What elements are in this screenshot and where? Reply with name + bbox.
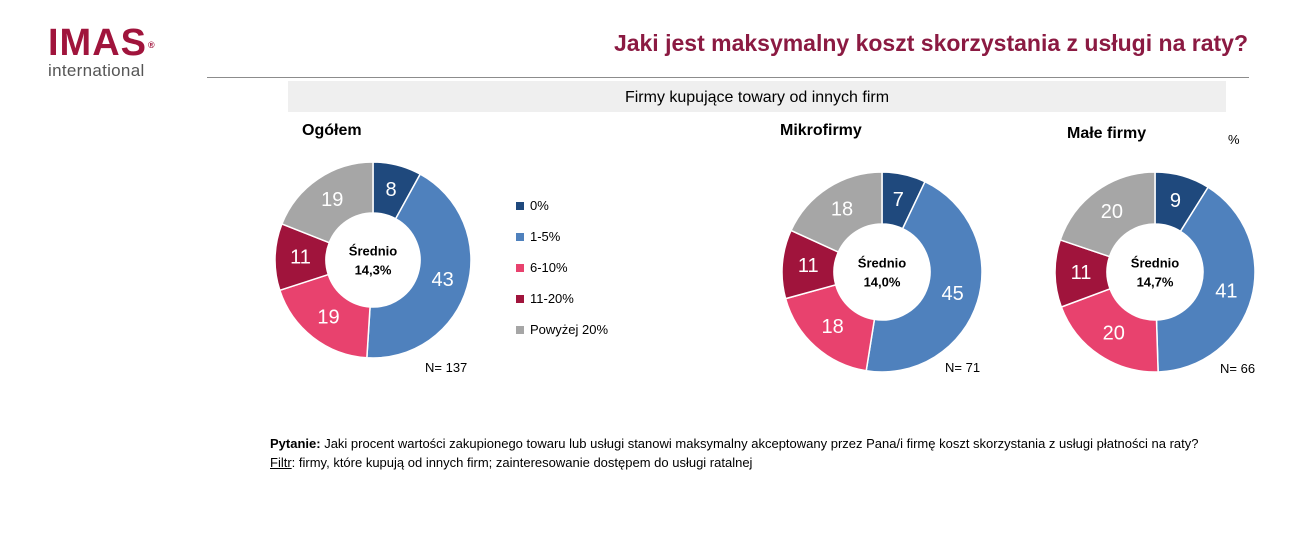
- legend-label: 0%: [530, 198, 549, 213]
- data-label-powy-ej-20: 20: [1101, 201, 1123, 223]
- legend-swatch: [516, 325, 524, 334]
- center-label: Średnio: [1131, 256, 1179, 271]
- donut-chart-mikrofirmy: 7 45 18 11 18 Średnio 14,0%: [781, 171, 983, 373]
- slice-powy-ej-20: [1059, 171, 1156, 258]
- legend-label: 6-10%: [530, 260, 568, 275]
- logo-subtext: international: [48, 61, 145, 80]
- donut-chart-male-firmy: 9 41 20 11 20 Średnio 14,7%: [1054, 171, 1256, 373]
- data-label-1-5: 43: [432, 269, 454, 291]
- legend-item-6-10: 6-10%: [516, 252, 608, 283]
- question-text: Jaki procent wartości zakupionego towaru…: [320, 436, 1199, 451]
- data-label-6-10: 18: [822, 316, 844, 338]
- footnote: Pytanie: Jaki procent wartości zakupione…: [270, 434, 1230, 472]
- legend-label: 11-20%: [530, 291, 574, 306]
- filter-text: : firmy, które kupują od innych firm; za…: [291, 455, 753, 470]
- legend-swatch: [516, 232, 524, 241]
- legend-label: 1-5%: [530, 229, 561, 244]
- legend-label: Powyżej 20%: [530, 322, 609, 337]
- legend-swatch: [516, 294, 524, 303]
- data-label-11-20: 11: [1071, 262, 1092, 284]
- unit-label: %: [1228, 132, 1240, 147]
- data-label-powy-ej-20: 18: [831, 199, 853, 221]
- logo-registered-mark: ®: [148, 40, 156, 50]
- chart-legend: 0% 1-5% 6-10% 11-20% Powyżej 20%: [516, 190, 608, 345]
- slice-1-5: [1155, 186, 1256, 373]
- legend-item-0: 0%: [516, 190, 608, 221]
- legend-swatch: [516, 263, 524, 272]
- segment-header: Firmy kupujące towary od innych firm: [288, 81, 1226, 112]
- slice-powy-ej-20: [790, 171, 883, 254]
- slice-1-5: [366, 173, 472, 359]
- data-label-6-10: 20: [1103, 322, 1125, 344]
- sample-size-mikrofirmy: N= 71: [945, 360, 981, 375]
- imas-logo: IMAS® international: [48, 24, 156, 80]
- data-label-11-20: 11: [290, 247, 311, 269]
- footnote-filter: Filtr: firmy, które kupują od innych fir…: [270, 453, 1230, 472]
- slice-6-10: [278, 273, 371, 359]
- chart-title-ogolem: Ogółem: [302, 122, 362, 139]
- legend-swatch: [516, 201, 524, 210]
- title-divider: [207, 77, 1249, 78]
- data-label-1-5: 45: [942, 283, 964, 305]
- chart-title-male-firmy: Małe firmy: [1067, 125, 1147, 142]
- logo-main-text: IMAS: [48, 22, 147, 64]
- data-label-1-5: 41: [1215, 280, 1237, 302]
- center-value: 14,7%: [1137, 275, 1174, 290]
- center-value: 14,3%: [355, 263, 392, 278]
- sample-size-ogolem: N= 137: [425, 360, 468, 375]
- footnote-question: Pytanie: Jaki procent wartości zakupione…: [270, 434, 1230, 453]
- legend-item-1-5: 1-5%: [516, 221, 608, 252]
- data-label-6-10: 19: [317, 306, 339, 328]
- slice-powy-ej-20: [280, 161, 374, 244]
- center-value: 14,0%: [864, 275, 901, 290]
- legend-item-11-20: 11-20%: [516, 283, 608, 314]
- data-label-0: 8: [385, 179, 396, 201]
- data-label-0: 7: [893, 189, 904, 211]
- chart-title-mikrofirmy: Mikrofirmy: [780, 122, 862, 139]
- slice-1-5: [865, 180, 983, 373]
- page-title: Jaki jest maksymalny koszt skorzystania …: [613, 30, 1248, 56]
- data-label-11-20: 11: [798, 255, 819, 277]
- question-label: Pytanie:: [270, 436, 321, 451]
- center-label: Średnio: [349, 244, 397, 259]
- center-label: Średnio: [858, 256, 906, 271]
- legend-item-powy-ej-20: Powyżej 20%: [516, 314, 608, 345]
- sample-size-male-firmy: N= 66: [1220, 361, 1256, 376]
- data-label-0: 9: [1170, 190, 1181, 212]
- logo-wordmark: IMAS®: [48, 24, 156, 62]
- filter-label: Filtr: [270, 455, 292, 470]
- donut-chart-ogolem: 8 43 19 11 19 Średnio 14,3%: [274, 161, 472, 359]
- data-label-powy-ej-20: 19: [321, 189, 343, 211]
